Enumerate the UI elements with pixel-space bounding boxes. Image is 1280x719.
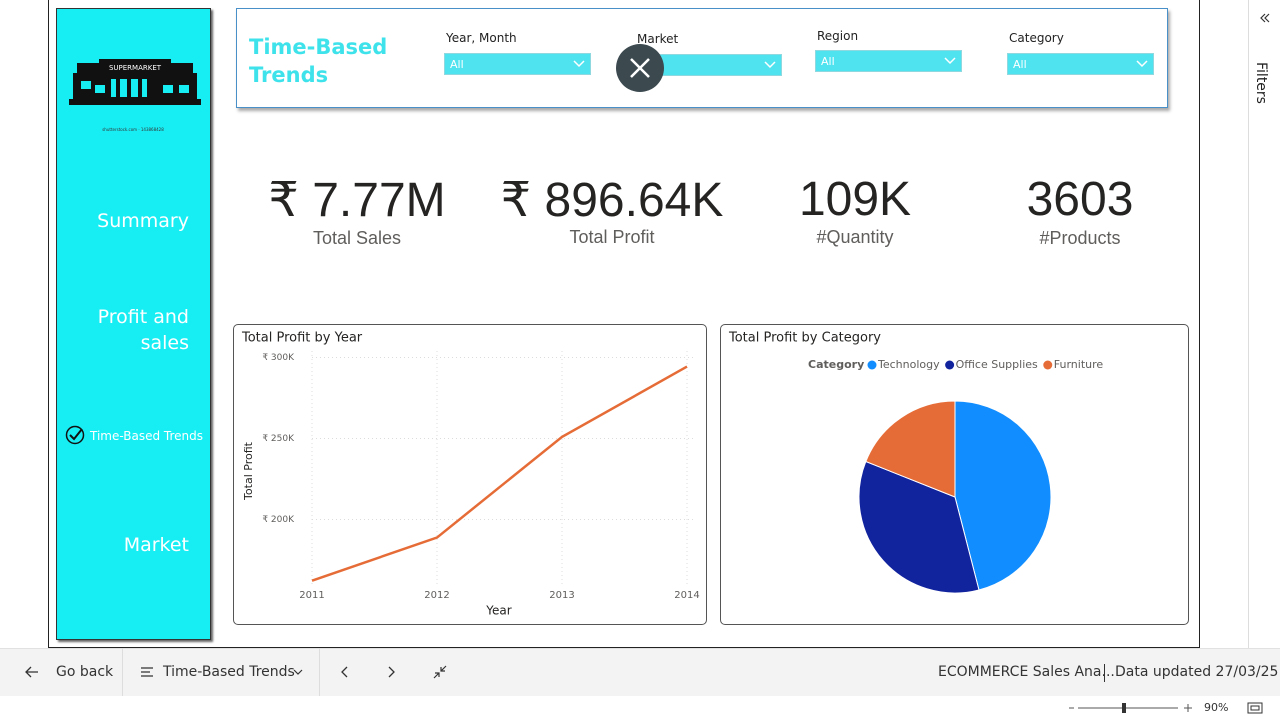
header: Time-Based Trends Year, Month All Market…: [236, 8, 1168, 108]
logo-credit: shutterstock.com · 143868428: [102, 127, 164, 132]
filter-dropdown[interactable]: All: [815, 50, 962, 72]
close-button[interactable]: [616, 44, 664, 92]
line-series: [311, 365, 688, 582]
chevron: [293, 669, 303, 675]
nav-item[interactable]: Profit and sales: [97, 306, 189, 354]
divider: [319, 648, 320, 696]
x-tick-label: 2014: [674, 590, 699, 601]
divider: [1104, 664, 1105, 682]
line-chart: Total Profit by Year ₹ 200K ₹ 250K ₹ 300K 20…: [241, 331, 700, 618]
chart-card: Total Profit by Year ₹ 200K ₹ 250K ₹ 300K 20…: [233, 324, 707, 625]
filter-label: Category: [1009, 31, 1064, 45]
nav-item-active[interactable]: Time-Based Trends: [90, 429, 204, 443]
x-tick-label: 2012: [424, 590, 449, 601]
filter-label: Market: [637, 32, 679, 46]
logo: SUPERMARKET: [69, 59, 201, 105]
data-updated: Data updated 27/03/25: [1115, 664, 1279, 680]
filter-label: Year, Month: [446, 31, 517, 45]
divider: [122, 648, 123, 696]
filters-pane: Filters: [1248, 0, 1280, 648]
chart-title: Total Profit by Year: [241, 331, 363, 346]
legend-marker: [1043, 360, 1053, 370]
kpi-label: Total Profit: [569, 227, 655, 247]
filters-pane-label[interactable]: Filters: [1253, 62, 1269, 104]
nav-item[interactable]: Summary: [97, 210, 189, 232]
sidebar: SUPERMARKET shutterstock.com · 143868428…: [56, 8, 211, 640]
y-tick-label: ₹ 200K: [262, 515, 295, 525]
x-axis-label: Year: [485, 604, 511, 618]
legend-label: Office Supplies: [956, 358, 1038, 371]
page-selector[interactable]: Time-Based Trends: [163, 664, 295, 680]
fit-page[interactable]: [1247, 702, 1263, 714]
filter-value: All: [450, 58, 464, 71]
report-canvas: [48, 0, 1200, 648]
legend-label: Furniture: [1054, 358, 1104, 371]
filter-label: Region: [817, 29, 859, 43]
status-bar: [0, 697, 1280, 719]
kpi-value: 109K: [798, 173, 912, 226]
zoom-level: 90%: [1204, 701, 1229, 714]
legend-marker: [867, 360, 877, 370]
filter-value: All: [1013, 58, 1027, 71]
legend-label: Technology: [877, 358, 940, 371]
zoom-slider[interactable]: [1066, 700, 1196, 716]
pie-slice: [954, 400, 1052, 591]
pages-icon: [141, 667, 153, 677]
x-tick-label: 2011: [299, 590, 324, 601]
legend-title: Category: [808, 358, 864, 371]
nav-item[interactable]: Market: [123, 534, 189, 556]
logo-text: SUPERMARKET: [109, 64, 162, 72]
back-icon[interactable]: [24, 665, 40, 679]
filter-dropdown[interactable]: All: [1007, 53, 1154, 75]
chart-title: Total Profit by Category: [728, 331, 881, 346]
collapse-icon[interactable]: [1259, 12, 1271, 24]
y-tick-label: ₹ 300K: [262, 353, 295, 363]
y-axis-label: Total Profit: [242, 441, 255, 501]
next-page[interactable]: [386, 665, 398, 679]
y-tick-label: ₹ 250K: [262, 434, 295, 444]
pie-slice: [858, 460, 980, 594]
go-back[interactable]: Go back: [56, 664, 114, 680]
legend-marker: [945, 360, 955, 370]
kpi-label: #Products: [1039, 228, 1121, 248]
filter-dropdown[interactable]: All: [444, 53, 591, 75]
kpi-label: #Quantity: [816, 227, 894, 247]
pie-slice: [865, 400, 956, 498]
kpi-value: ₹ 7.77M: [268, 174, 446, 227]
prev-page[interactable]: [338, 665, 350, 679]
kpi-value: 3603: [1026, 173, 1134, 226]
x-tick-label: 2013: [549, 590, 574, 601]
pie-chart: Total Profit by Category Category Technolo…: [728, 331, 1104, 594]
check-icon: [65, 425, 85, 445]
filter-value: All: [821, 55, 835, 68]
kpi-label: Total Sales: [312, 228, 402, 248]
report-name: ECOMMERCE Sales Ana...: [938, 664, 1115, 680]
kpi-value: ₹ 896.64K: [500, 174, 724, 227]
chart-card: Total Profit by Category Category Technolo…: [720, 324, 1189, 625]
fit-icon[interactable]: [433, 665, 447, 679]
bottom-bar: [0, 648, 1280, 696]
header-title: Time-Based Trends: [249, 35, 388, 87]
filter-dropdown[interactable]: [635, 54, 782, 76]
